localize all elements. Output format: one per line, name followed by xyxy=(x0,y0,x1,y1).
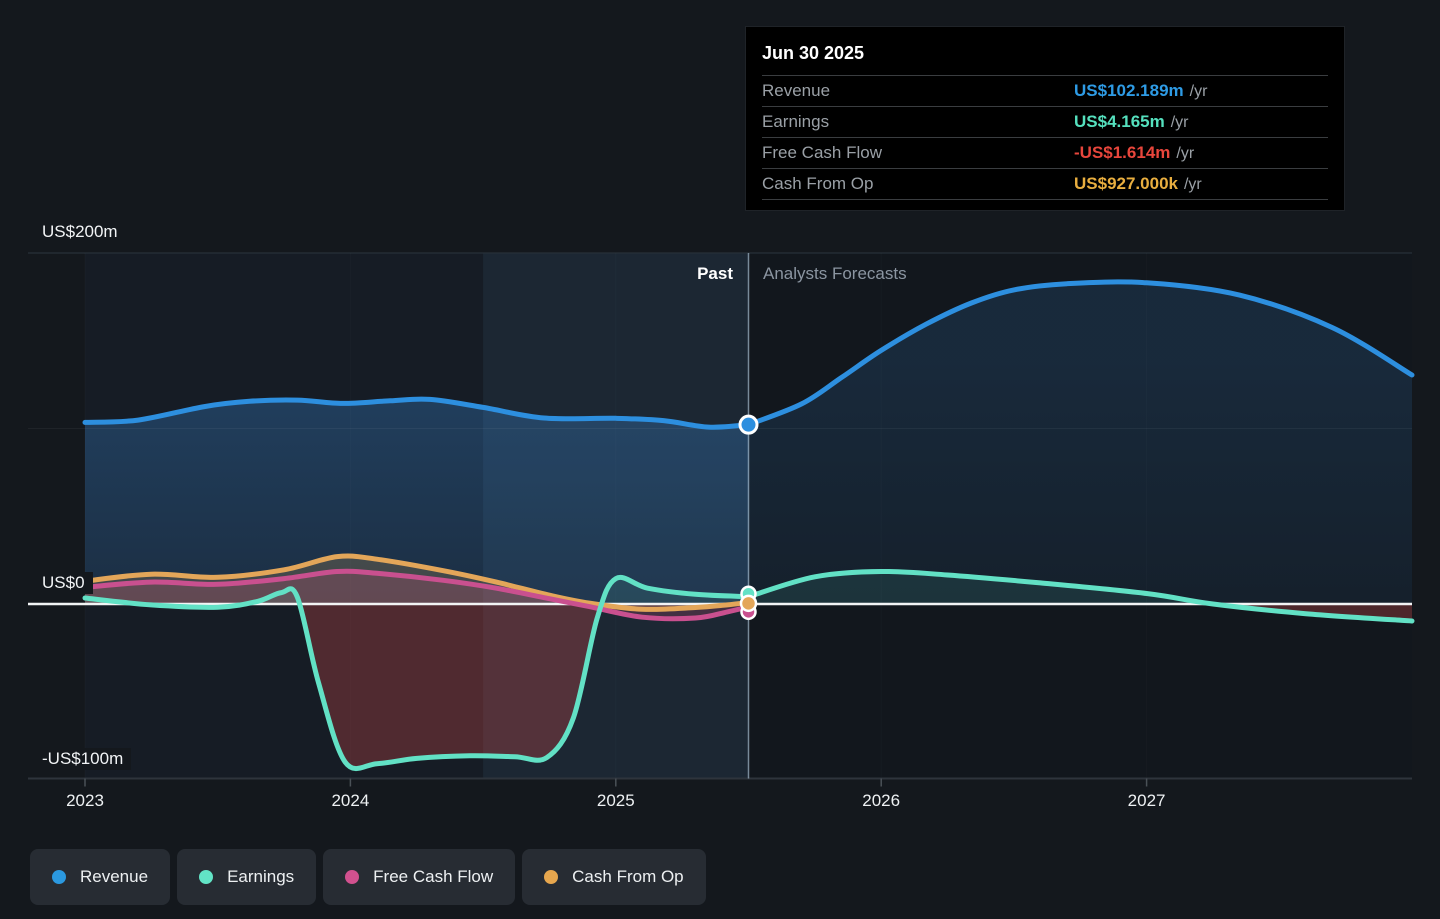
tooltip-row-unit: /yr xyxy=(1176,145,1195,162)
legend-dot-icon xyxy=(345,870,360,884)
chart-tooltip: Jun 30 2025 Revenue US$102.189m/yr Earning… xyxy=(746,27,1344,210)
tooltip-row-value: US$4.165m/yr xyxy=(1074,112,1189,131)
tooltip-row-value: US$927.000k/yr xyxy=(1074,174,1202,193)
marker-cash-from-op xyxy=(739,594,758,613)
tooltip-row-label: Cash From Op xyxy=(762,174,874,193)
legend-dot-icon xyxy=(199,870,214,884)
x-axis-label: 2024 xyxy=(331,791,370,810)
legend-revenue[interactable]: Revenue xyxy=(30,849,171,905)
x-axis-label: 2023 xyxy=(66,791,104,810)
tooltip-row-unit: /yr xyxy=(1170,114,1189,131)
marker-revenue xyxy=(738,414,759,435)
legend-label: Cash From Op xyxy=(572,867,684,886)
legend-dot-icon xyxy=(52,870,66,884)
tooltip-row-value: US$102.189m/yr xyxy=(1074,81,1208,100)
legend-label: Revenue xyxy=(80,867,149,886)
tooltip-date: Jun 30 2025 xyxy=(762,37,1328,76)
tooltip-row: Earnings US$4.165m/yr xyxy=(762,107,1328,138)
legend-cash-from-op[interactable]: Cash From Op xyxy=(522,849,706,905)
tooltip-row: Free Cash Flow -US$1.614m/yr xyxy=(762,138,1328,169)
tooltip-row-label: Revenue xyxy=(762,81,831,100)
forecast-region-label: Analysts Forecasts xyxy=(763,264,907,283)
legend-label: Earnings xyxy=(227,867,295,886)
tooltip-row-value: -US$1.614m/yr xyxy=(1074,143,1195,162)
legend-dot-icon xyxy=(544,870,559,884)
tooltip-row-unit: /yr xyxy=(1189,83,1208,100)
x-axis-label: 2025 xyxy=(596,791,635,810)
y-axis-label: US$0 xyxy=(42,572,93,594)
tooltip-row: Revenue US$102.189m/yr xyxy=(762,76,1328,107)
x-axis-label: 2027 xyxy=(1127,791,1166,810)
x-axis-label: 2026 xyxy=(862,791,901,810)
legend-earnings[interactable]: Earnings xyxy=(177,849,317,905)
past-region-label: Past xyxy=(697,264,733,283)
tooltip-row-label: Free Cash Flow xyxy=(762,143,882,162)
tooltip-row: Cash From Op US$927.000k/yr xyxy=(762,169,1328,200)
tooltip-row-label: Earnings xyxy=(762,112,830,131)
legend-label: Free Cash Flow xyxy=(373,867,494,886)
y-axis-label: -US$100m xyxy=(42,747,132,770)
tooltip-row-unit: /yr xyxy=(1183,176,1202,193)
y-axis-label: US$200m xyxy=(42,221,126,243)
tooltip-rows: Revenue US$102.189m/yr Earnings US$4.165m/y… xyxy=(762,76,1328,200)
legend-free-cash-flow[interactable]: Free Cash Flow xyxy=(323,849,516,905)
chart-legend: Revenue Earnings Free Cash Flow Cash From O… xyxy=(30,849,706,905)
